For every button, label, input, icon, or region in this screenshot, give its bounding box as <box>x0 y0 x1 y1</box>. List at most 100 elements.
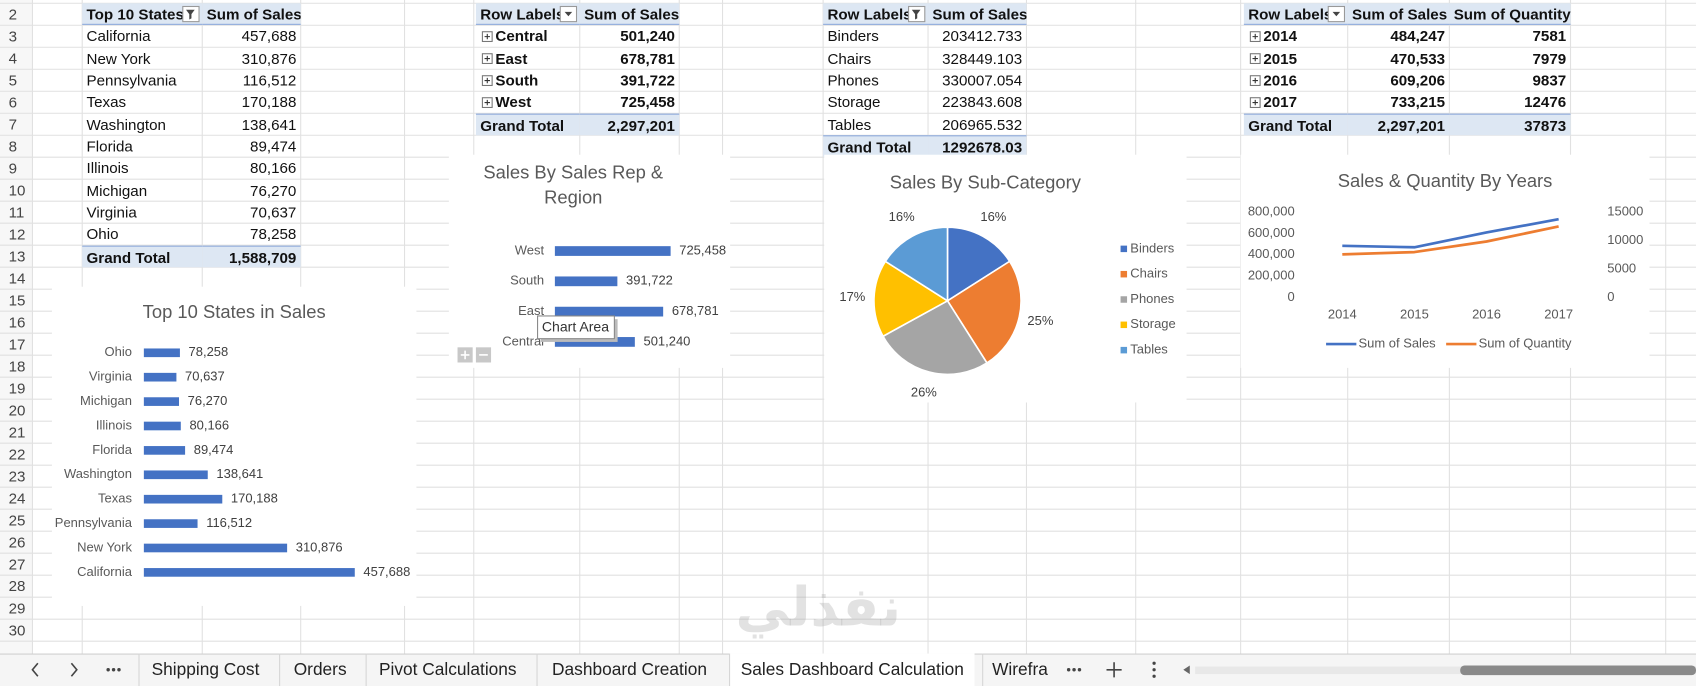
y-tick-label: 0 <box>1287 289 1294 304</box>
category-label: Texas <box>98 491 132 506</box>
data-label: 16% <box>889 209 915 224</box>
row-label: Ohio <box>86 225 119 243</box>
row-value: 76,270 <box>250 181 297 199</box>
more-tabs-right <box>1072 668 1076 672</box>
y2-tick-label: 5000 <box>1607 260 1636 275</box>
row-number: 30 <box>9 622 26 639</box>
row-number: 4 <box>9 50 17 67</box>
row-value: 9837 <box>1532 71 1567 89</box>
series-line <box>1342 217 1559 249</box>
row-label: Texas <box>86 93 127 111</box>
row-label: South <box>495 71 539 89</box>
legend-swatch <box>1120 296 1128 303</box>
bar <box>143 543 288 553</box>
bar <box>143 568 355 577</box>
y-tick-label: 200,000 <box>1248 268 1295 283</box>
category-label: New York <box>77 539 132 554</box>
sheet-tab[interactable]: Dashboard Creation <box>536 653 721 686</box>
expand-icon <box>484 99 490 106</box>
y-tick-label: 400,000 <box>1248 246 1295 261</box>
sheet-tab[interactable]: Wirefra <box>982 653 1057 686</box>
row-label: Phones <box>827 71 879 89</box>
data-label: 17% <box>839 289 865 304</box>
data-label: 501,240 <box>643 333 690 348</box>
expand-icon <box>484 55 490 62</box>
row-value: 7581 <box>1532 27 1567 45</box>
row-value: 12476 <box>1524 93 1567 111</box>
row-value: 116,512 <box>242 71 297 89</box>
bar <box>554 246 671 256</box>
row-label: 2016 <box>1263 71 1298 89</box>
sheet-tab[interactable]: Pivot Calculations <box>365 653 529 686</box>
expand-icon <box>1252 33 1258 40</box>
row-number: 18 <box>9 358 26 375</box>
row-number: 16 <box>9 314 26 331</box>
row-label: East <box>495 49 528 67</box>
data-label: 25% <box>1027 313 1053 328</box>
dropdown-icon <box>1332 11 1341 17</box>
row-label: Florida <box>86 137 133 155</box>
row-label: West <box>495 93 532 111</box>
data-label: 116,512 <box>206 515 252 530</box>
add-sheet[interactable] <box>1106 662 1122 678</box>
sheet-tab[interactable]: Shipping Cost <box>138 653 271 686</box>
pivot-header: Sum of Sales <box>1347 3 1450 25</box>
scrollbar-thumb <box>1460 665 1696 676</box>
nav-next[interactable] <box>70 662 78 677</box>
grand-total: 2,297,201 <box>579 113 680 135</box>
bar <box>143 372 177 382</box>
sheet-tab[interactable]: Orders <box>279 653 360 686</box>
data-label: 76,270 <box>188 393 228 408</box>
category-label: Illinois <box>96 417 133 432</box>
tooltip-box <box>537 315 615 340</box>
row-label: California <box>86 27 151 45</box>
row-value: 609,206 <box>1390 71 1446 89</box>
bar <box>143 421 181 431</box>
row-label: Washington <box>86 115 166 133</box>
y2-tick-label: 15000 <box>1607 203 1643 218</box>
category-label: Florida <box>92 442 132 457</box>
row-label: Virginia <box>86 203 137 221</box>
row-value: 138,641 <box>241 115 297 133</box>
row-label: Illinois <box>86 159 129 177</box>
data-label: 80,166 <box>189 417 229 432</box>
pivot-header: Row Labels <box>1243 3 1348 25</box>
row-value: 678,781 <box>620 49 675 67</box>
row-number: 7 <box>9 116 17 133</box>
grand-total: Grand Total <box>82 245 203 267</box>
chart-title: Sales By Sales Rep & Region <box>483 162 664 208</box>
data-label: 89,474 <box>194 442 234 457</box>
bar <box>143 446 186 455</box>
chart-title: Top 10 States in Sales <box>142 301 326 323</box>
bar <box>554 276 618 287</box>
active-sheet-tab[interactable]: Sales Dashboard Calculation <box>729 653 975 686</box>
y-tick-label: 800,000 <box>1248 203 1295 218</box>
row-number: 24 <box>9 490 26 507</box>
x-tick-label: 2015 <box>1400 306 1429 321</box>
row-number: 8 <box>9 138 17 155</box>
bar <box>143 470 208 480</box>
scroll-left <box>1183 665 1190 675</box>
watermark: نفذلي <box>735 575 902 639</box>
data-label: 70,637 <box>185 369 225 384</box>
row-label: Pennsylvania <box>86 71 177 89</box>
nav-prev[interactable] <box>31 662 39 677</box>
row-value: 310,876 <box>241 49 297 67</box>
category-label: Pennsylvania <box>55 515 133 530</box>
legend-label: Chairs <box>1130 266 1168 281</box>
data-label: 26% <box>911 384 937 399</box>
row-number: 5 <box>9 72 17 89</box>
chart-area <box>1240 154 1650 368</box>
row-number: 17 <box>9 336 26 353</box>
data-label: 725,458 <box>679 242 726 257</box>
row-number: 19 <box>9 380 26 397</box>
legend-label: Phones <box>1130 291 1174 306</box>
row-label: Chairs <box>827 49 872 67</box>
bar <box>554 306 664 317</box>
row-label: Binders <box>827 27 879 45</box>
row-number: 3 <box>9 28 17 45</box>
row-value: 391,722 <box>620 71 675 89</box>
y2-tick-label: 10000 <box>1607 232 1643 247</box>
row-value: 70,637 <box>250 203 297 221</box>
chart-button-icon <box>460 350 470 360</box>
